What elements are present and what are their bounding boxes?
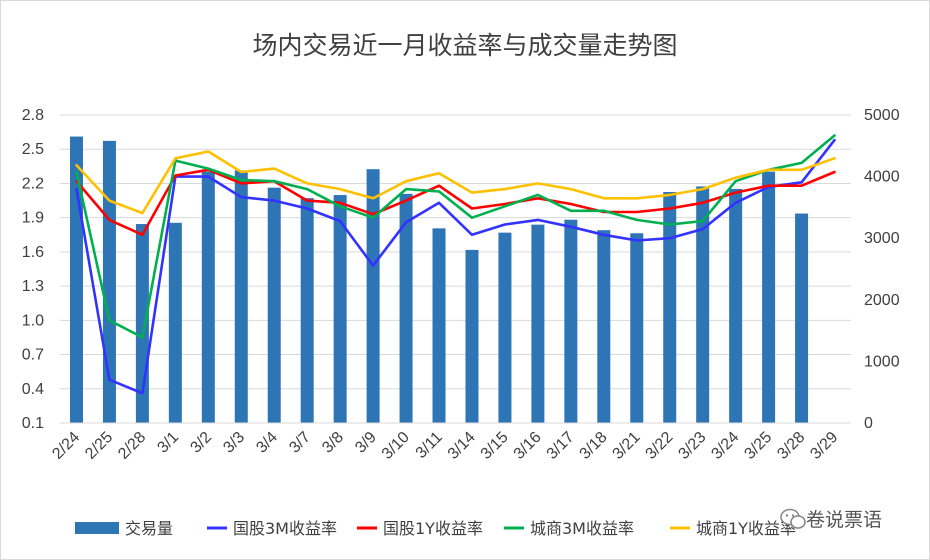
bar-2/25 xyxy=(102,140,116,423)
right-axis-tick-label: 4000 xyxy=(864,169,900,186)
left-axis-tick-label: 2.8 xyxy=(22,107,44,124)
bar-3/16 xyxy=(531,224,545,423)
left-axis-tick-label: 2.5 xyxy=(22,141,44,158)
series-line-1 xyxy=(75,138,836,395)
legend: 交易量 国股3M收益率 国股1Y收益率 城商3M收益率 城商1Y收益率 xyxy=(75,519,796,538)
bar-3/24 xyxy=(729,188,743,423)
bar-3/28 xyxy=(795,213,809,423)
right-axis-tick-label: 1000 xyxy=(864,353,900,370)
bar-2/24 xyxy=(69,136,83,423)
bar-series xyxy=(69,136,809,423)
legend-label: 交易量 xyxy=(125,519,173,538)
bar-3/23 xyxy=(696,186,710,423)
legend-label: 国股3M收益率 xyxy=(233,519,337,538)
left-axis-tick-label: 0.4 xyxy=(22,381,44,398)
bar-3/7 xyxy=(300,198,314,423)
right-axis-tick-label: 0 xyxy=(864,415,873,432)
legend-label: 国股1Y收益率 xyxy=(383,519,483,538)
bar-3/2 xyxy=(201,171,215,423)
right-axis-tick-label: 2000 xyxy=(864,292,900,309)
bar-3/14 xyxy=(465,249,479,423)
bar-3/9 xyxy=(366,169,380,423)
bar-3/18 xyxy=(597,230,611,423)
bar-3/15 xyxy=(498,232,512,423)
left-axis-tick-label: 1.9 xyxy=(22,210,44,227)
left-axis-tick-label: 2.2 xyxy=(22,175,44,192)
bar-3/21 xyxy=(630,233,644,423)
legend-label: 城商3M收益率 xyxy=(530,519,634,538)
left-axis-tick-label: 1.0 xyxy=(22,312,44,329)
left-axis-tick-label: 0.7 xyxy=(22,347,44,364)
bar-3/10 xyxy=(399,193,413,423)
series-line-3 xyxy=(75,134,836,339)
bar-3/22 xyxy=(663,192,677,423)
left-axis-ticks: 0.1 0.4 0.7 1.0 1.3 1.6 1.9 2.2 2.5 2.8 xyxy=(22,107,44,432)
left-axis-tick-label: 0.1 xyxy=(22,415,44,432)
legend-swatch-bar xyxy=(75,522,119,534)
right-axis-tick-label: 3000 xyxy=(864,230,900,247)
right-axis-tick-label: 5000 xyxy=(864,107,900,124)
bar-3/4 xyxy=(267,187,281,423)
legend-label: 城商1Y收益率 xyxy=(696,519,796,538)
series-line-2 xyxy=(75,168,836,237)
chart-title: 场内交易近一月收益率与成交量走势图 xyxy=(252,31,677,60)
left-axis-tick-label: 1.3 xyxy=(22,278,44,295)
bar-3/8 xyxy=(333,195,347,423)
series-line-4 xyxy=(75,150,836,215)
bar-3/3 xyxy=(234,170,248,423)
right-axis-ticks: 0 1000 2000 3000 4000 5000 xyxy=(864,107,900,432)
bar-3/17 xyxy=(564,219,578,423)
bar-3/11 xyxy=(432,228,446,423)
watermark-text: 卷说票语 xyxy=(806,509,882,531)
watermark: 卷说票语 xyxy=(780,508,882,531)
wechat-logo-icon xyxy=(780,508,806,529)
left-axis-tick-label: 1.6 xyxy=(22,244,44,261)
bar-3/1 xyxy=(168,222,182,423)
bar-3/25 xyxy=(762,171,776,423)
line-series xyxy=(75,134,836,395)
